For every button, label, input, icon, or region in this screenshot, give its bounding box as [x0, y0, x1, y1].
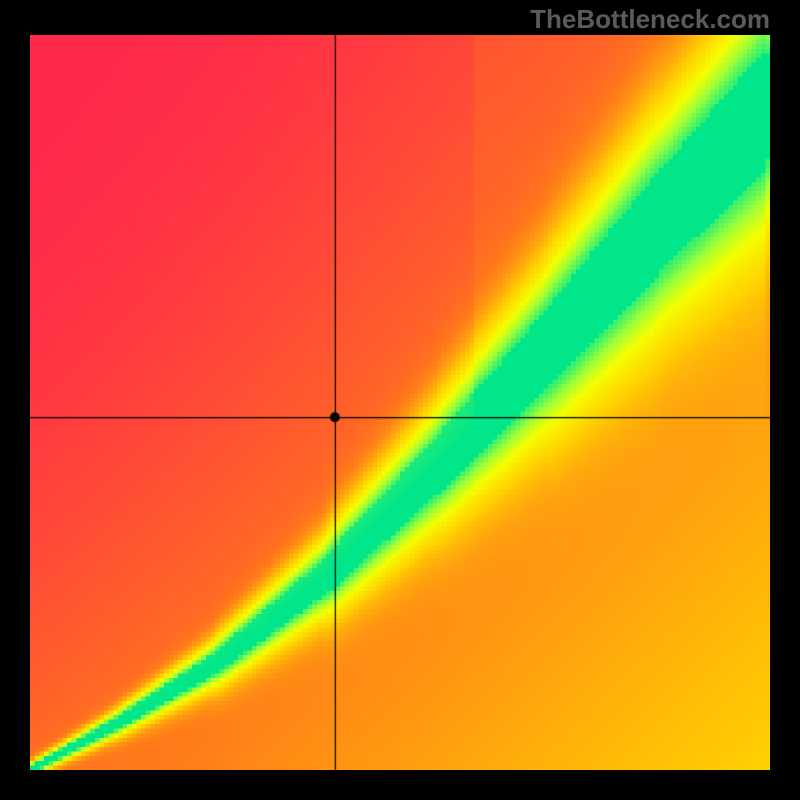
crosshair-overlay [0, 0, 800, 800]
watermark-text: TheBottleneck.com [530, 4, 770, 35]
chart-stage: TheBottleneck.com [0, 0, 800, 800]
